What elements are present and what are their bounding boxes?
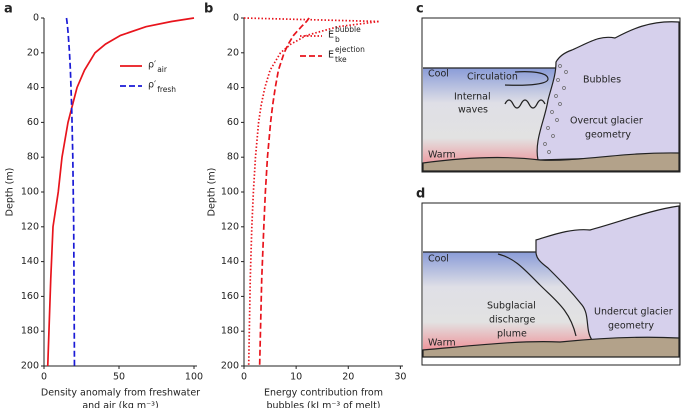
- y-tick-label: 80: [27, 152, 39, 163]
- x-axis-label: Density anomaly from freshwater: [41, 388, 200, 399]
- internal-waves: [504, 99, 546, 109]
- x-axis-label: Energy contribution from: [264, 388, 383, 399]
- y-tick-label: 200: [221, 361, 239, 372]
- legend-label: ρ′: [148, 80, 156, 91]
- legend-subscript: tke: [335, 55, 347, 64]
- warm-label: Warm: [428, 338, 456, 349]
- series-line: [258, 17, 310, 367]
- bubbles-label: Bubbles: [583, 75, 621, 86]
- circulation-arrow: [504, 71, 549, 86]
- panel-label: c: [416, 2, 424, 17]
- cool-label: Cool: [428, 69, 449, 80]
- x-tick-label: 20: [342, 372, 354, 383]
- waves-label: Internal: [454, 92, 491, 103]
- x-tick-label: 30: [394, 372, 406, 383]
- series-line: [46, 17, 195, 367]
- panel-label: a: [4, 2, 13, 17]
- panel-label: b: [204, 2, 213, 17]
- y-tick-label: 100: [21, 187, 39, 198]
- legend-superscript: ejection: [335, 45, 365, 54]
- x-tick-label: 100: [185, 372, 203, 383]
- y-tick-label: 120: [221, 221, 239, 232]
- y-tick-label: 0: [33, 13, 39, 24]
- y-tick-label: 160: [221, 291, 239, 302]
- y-tick-label: 100: [221, 187, 239, 198]
- geometry-label: Undercut glacier: [594, 307, 673, 318]
- plume-label: discharge: [489, 315, 535, 326]
- legend-label: E: [328, 50, 334, 61]
- glacier: [536, 21, 680, 161]
- legend-label: ρ′: [148, 60, 156, 71]
- y-tick-label: 40: [227, 82, 239, 93]
- y-tick-label: 160: [21, 291, 39, 302]
- legend-subscript: fresh: [157, 85, 176, 94]
- y-tick-label: 0: [233, 13, 239, 24]
- y-tick-label: 60: [227, 117, 239, 128]
- series-line: [65, 17, 76, 367]
- bubbles-icon: [543, 64, 568, 154]
- geometry-label: Overcut glacier: [570, 116, 643, 127]
- glacier: [535, 205, 680, 341]
- x-axis-label: and air (kg m⁻³): [82, 401, 158, 408]
- plume-outline: [497, 253, 577, 337]
- y-tick-label: 60: [27, 117, 39, 128]
- y-tick-label: 80: [227, 152, 239, 163]
- y-tick-label: 200: [21, 361, 39, 372]
- x-axis-label: bubbles (kJ m⁻³ of melt): [266, 401, 380, 408]
- x-tick-label: 0: [41, 372, 47, 383]
- y-tick-label: 140: [21, 256, 39, 267]
- legend-superscript: bubble: [335, 25, 361, 34]
- legend-label: E: [328, 30, 334, 41]
- circulation-label: Circulation: [467, 72, 518, 83]
- x-tick-label: 0: [241, 372, 247, 383]
- y-tick-label: 40: [27, 82, 39, 93]
- panel-label: d: [416, 187, 425, 202]
- y-axis-label: Depth (m): [5, 168, 16, 217]
- x-tick-label: 10: [290, 372, 302, 383]
- y-tick-label: 20: [227, 47, 239, 58]
- cool-label: Cool: [428, 254, 449, 265]
- geometry-label: geometry: [608, 321, 654, 332]
- x-tick-label: 50: [113, 372, 125, 383]
- seabed: [422, 152, 680, 172]
- diagram-c: c Cool Circulation Bubbles Internal wave…: [416, 2, 681, 173]
- warm-label: Warm: [428, 150, 456, 161]
- y-axis-label: Depth (m): [207, 168, 218, 217]
- y-tick-label: 180: [21, 326, 39, 337]
- plume-label: Subglacial: [487, 301, 536, 312]
- legend-subscript: air: [157, 65, 168, 74]
- y-tick-label: 180: [221, 326, 239, 337]
- plume-label: plume: [497, 329, 527, 340]
- waves-label: waves: [458, 105, 488, 116]
- seabed: [422, 336, 680, 358]
- y-tick-label: 140: [221, 256, 239, 267]
- y-tick-label: 20: [27, 47, 39, 58]
- diagram-d: d Cool Subglacial discharge plume Underc…: [416, 187, 681, 366]
- geometry-label: geometry: [585, 130, 631, 141]
- series-line: [243, 17, 380, 367]
- y-tick-label: 120: [21, 221, 39, 232]
- legend-subscript: b: [335, 35, 340, 44]
